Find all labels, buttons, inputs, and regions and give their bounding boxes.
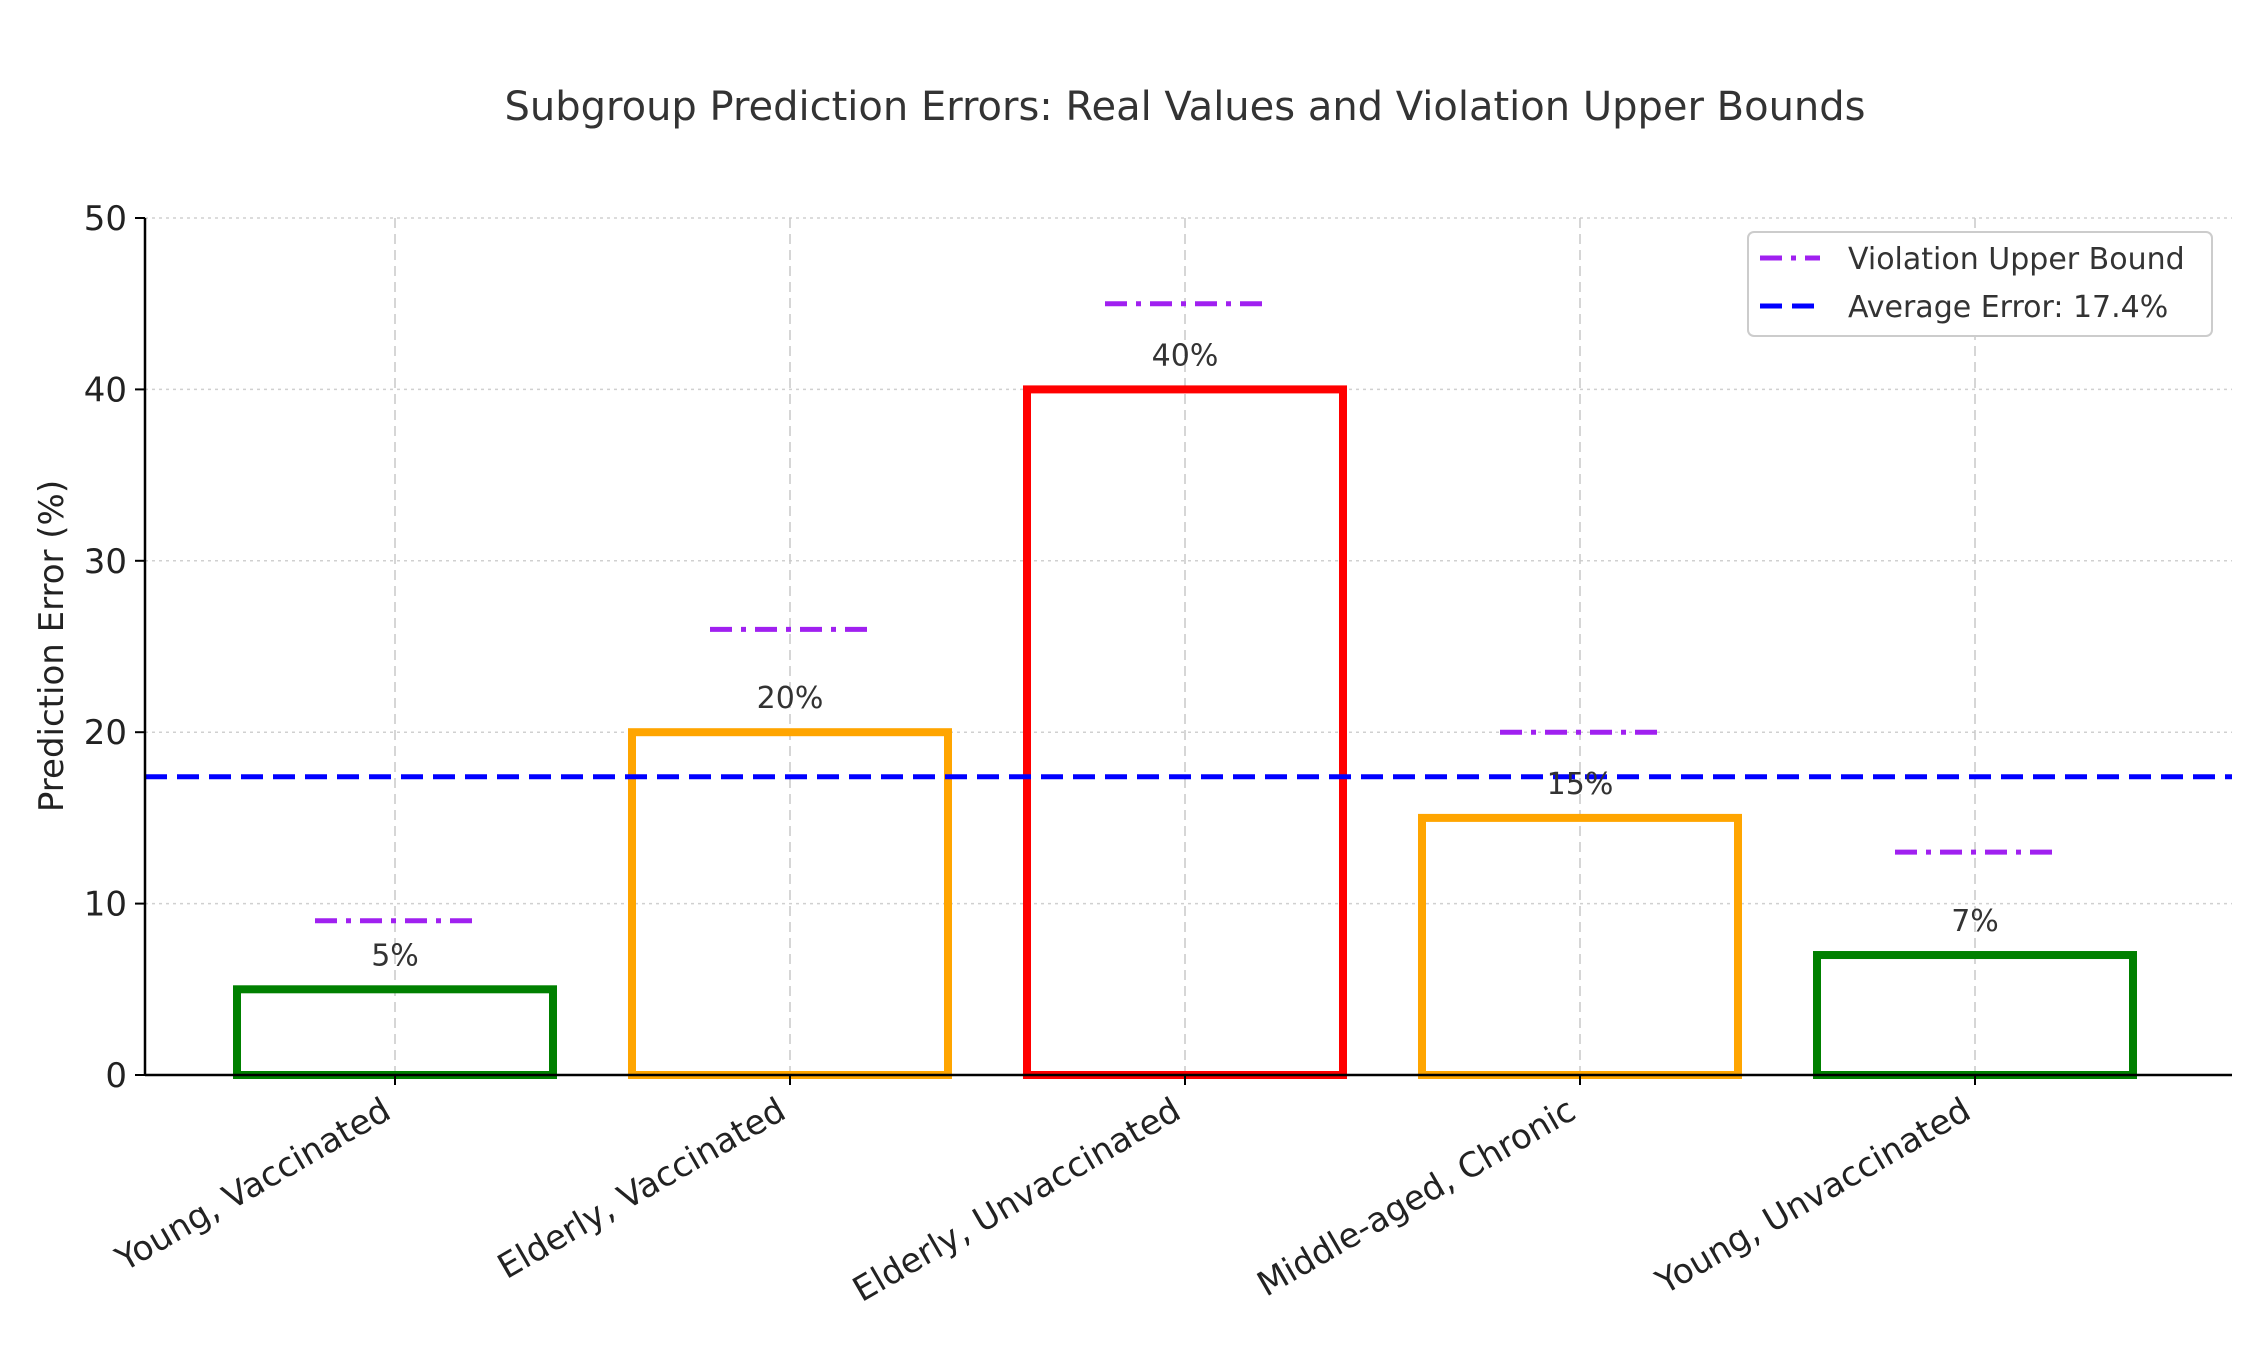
y-ticks: 0 10 20 30 40 50 [84,199,145,1096]
x-tick-label-3: Middle-aged, Chronic [1251,1090,1583,1305]
x-tick-label-4: Young, Unvaccinated [1649,1090,1978,1303]
chart-title: Subgroup Prediction Errors: Real Values … [505,84,1866,130]
value-labels: 5% 20% 40% 15% 7% [371,338,1999,973]
value-label-3: 15% [1547,767,1614,802]
legend-label-average: Average Error: 17.4% [1848,290,2168,325]
axes [143,218,2232,1077]
value-label-2: 40% [1152,338,1219,373]
x-tick-label-0: Young, Vaccinated [108,1090,397,1280]
x-tick-label-2: Elderly, Unvaccinated [846,1090,1187,1310]
upper-bounds [315,301,2055,924]
value-label-0: 5% [371,938,419,973]
y-axis-label: Prediction Error (%) [32,480,72,812]
legend-label-upper-bound: Violation Upper Bound [1848,242,2185,277]
legend: Violation Upper Bound Average Error: 17.… [1747,231,2213,337]
legend-box [1747,231,2213,337]
y-tick-label-0: 0 [105,1056,127,1096]
y-tick-label-3: 30 [84,542,127,582]
y-tick-label-2: 20 [84,713,127,753]
y-tick-label-4: 40 [84,370,127,410]
x-ticks: Young, Vaccinated Elderly, Vaccinated Elde… [108,1075,1978,1310]
x-tick-label-1: Elderly, Vaccinated [491,1090,793,1287]
value-label-1: 20% [757,681,824,716]
y-tick-label-5: 50 [84,199,127,239]
value-label-4: 7% [1951,904,1999,939]
y-tick-label-1: 10 [84,885,127,925]
